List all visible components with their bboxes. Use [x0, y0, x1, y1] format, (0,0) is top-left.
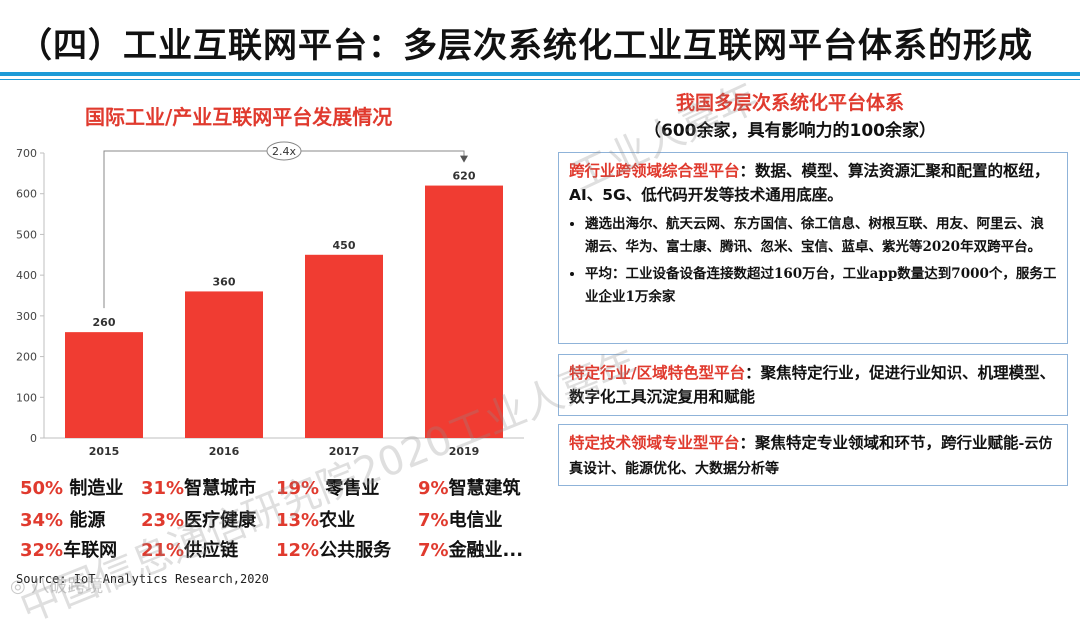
share-label: 公共服务	[319, 540, 392, 561]
industry-share: 7%金融业...	[418, 536, 523, 562]
industry-share-grid: 50% 制造业 31%智慧城市 19% 零售业 9%智慧建筑 34% 能源 23%医疗健康…	[20, 474, 540, 568]
growth-arrow-head	[460, 155, 468, 163]
industry-share: 50% 制造业	[20, 474, 123, 500]
growth-label: 2.4x	[272, 145, 296, 158]
share-label: 供应链	[184, 540, 239, 561]
box1-desc: ：数据、模型、算法资源汇聚和配置的枢纽，AI、5G、低代码开发等技术通用底座。	[569, 162, 1050, 204]
y-tick-label: 200	[16, 351, 37, 364]
box3-tail: -云仿真设计、能源优化、大数据分析等	[569, 436, 1053, 477]
title-rule	[0, 72, 1080, 76]
industry-share: 9%智慧建筑	[418, 474, 521, 500]
share-percent: 19%	[276, 478, 320, 499]
cross-industry-platform-box: 跨行业跨领域综合型平台：数据、模型、算法资源汇聚和配置的枢纽，AI、5G、低代码…	[558, 152, 1068, 344]
share-percent: 32%	[20, 540, 64, 561]
share-label: 零售业	[319, 478, 380, 499]
page-title: （四）工业互联网平台：多层次系统化工业互联网平台体系的形成	[18, 26, 1033, 66]
data-label: 260	[93, 316, 116, 329]
box1-bullets: 遴选出海尔、航天云网、东方国信、徐工信息、树根互联、用友、阿里云、浪潮云、华为、…	[569, 213, 1057, 309]
y-tick-label: 300	[16, 310, 37, 323]
right-subtitle: （600余家，具有影响力的100余家）	[644, 121, 936, 141]
industry-share: 31%智慧城市	[141, 474, 256, 500]
x-tick-label: 2019	[449, 445, 480, 458]
data-label: 450	[333, 239, 356, 252]
data-label: 360	[213, 275, 236, 288]
industry-share: 13%农业	[276, 506, 355, 532]
x-tick-label: 2017	[329, 445, 360, 458]
growth-bracket	[103, 150, 465, 309]
industry-share: 12%公共服务	[276, 536, 391, 562]
y-tick-label: 400	[16, 269, 37, 282]
box2-desc: ：聚焦特定行业，促进行业知识、机理模型、数字化工具沉淀复用和赋能	[569, 364, 1056, 406]
share-label: 医疗健康	[184, 510, 257, 531]
box1-bullet: 遴选出海尔、航天云网、东方国信、徐工信息、树根互联、用友、阿里云、浪潮云、华为、…	[585, 213, 1057, 259]
industry-share: 19% 零售业	[276, 474, 379, 500]
industry-share: 32%车联网	[20, 536, 117, 562]
box3-text: 特定技术领域专业型平台：聚焦特定专业领域和环节，跨行业赋能-云仿真设计、能源优化…	[569, 431, 1057, 481]
bar	[185, 291, 263, 438]
box2-head: 特定行业/区域特色型平台	[569, 364, 746, 382]
y-tick-label: 100	[16, 391, 37, 404]
share-percent: 50%	[20, 478, 64, 499]
watermark-logo: ◎ 八破跨境	[10, 576, 104, 597]
y-tick-label: 600	[16, 188, 37, 201]
share-label: 农业	[319, 510, 356, 531]
share-label: 电信业	[448, 510, 503, 531]
chart-source: Source: IoT Analytics Research,2020	[16, 572, 269, 586]
y-tick-label: 700	[16, 147, 37, 160]
chart-title: 国际工业/产业互联网平台发展情况	[85, 105, 393, 129]
share-label: 能源	[63, 510, 106, 531]
growth-badge	[266, 141, 302, 161]
industry-share: 23%医疗健康	[141, 506, 256, 532]
share-label: 制造业	[63, 478, 124, 499]
bar	[425, 185, 503, 438]
right-title: 我国多层次系统化平台体系	[675, 92, 904, 114]
box2-text: 特定行业/区域特色型平台：聚焦特定行业，促进行业知识、机理模型、数字化工具沉淀复…	[569, 361, 1057, 409]
industry-region-platform-box: 特定行业/区域特色型平台：聚焦特定行业，促进行业知识、机理模型、数字化工具沉淀复…	[558, 354, 1068, 416]
bar-chart: 0 100 200 300 400 500 600 700 260 2015 360 2016 450 2…	[16, 141, 524, 458]
y-tick-label: 0	[30, 432, 37, 445]
share-percent: 21%	[141, 540, 185, 561]
share-percent: 7%	[418, 510, 449, 531]
box3-desc: ：聚焦特定专业领域和环节，跨行业赋能	[739, 434, 1019, 452]
bar	[305, 254, 383, 438]
industry-share: 34% 能源	[20, 506, 105, 532]
share-label: 车联网	[63, 540, 118, 561]
box1-text: 跨行业跨领域综合型平台：数据、模型、算法资源汇聚和配置的枢纽，AI、5G、低代码…	[569, 159, 1057, 207]
share-percent: 12%	[276, 540, 320, 561]
share-percent: 7%	[418, 540, 449, 561]
box3-head: 特定技术领域专业型平台	[569, 434, 740, 452]
data-label: 620	[453, 170, 476, 183]
y-tick-label: 500	[16, 228, 37, 241]
box1-head: 跨行业跨领域综合型平台	[569, 162, 740, 180]
tech-domain-platform-box: 特定技术领域专业型平台：聚焦特定专业领域和环节，跨行业赋能-云仿真设计、能源优化…	[558, 424, 1068, 486]
share-percent: 34%	[20, 510, 64, 531]
share-label: 金融业...	[448, 540, 524, 561]
x-tick-label: 2015	[89, 445, 120, 458]
share-percent: 31%	[141, 478, 185, 499]
industry-share: 21%供应链	[141, 536, 238, 562]
share-label: 智慧城市	[184, 478, 257, 499]
share-percent: 23%	[141, 510, 185, 531]
industry-share: 7%电信业	[418, 506, 503, 532]
bar	[65, 332, 143, 438]
share-percent: 9%	[418, 478, 449, 499]
title-rule-thin	[0, 79, 1080, 80]
share-percent: 13%	[276, 510, 320, 531]
box1-bullet: 平均：工业设备设备连接数超过160万台，工业app数量达到7000个，服务工业企…	[585, 263, 1057, 309]
x-tick-label: 2016	[209, 445, 240, 458]
share-label: 智慧建筑	[448, 478, 521, 499]
